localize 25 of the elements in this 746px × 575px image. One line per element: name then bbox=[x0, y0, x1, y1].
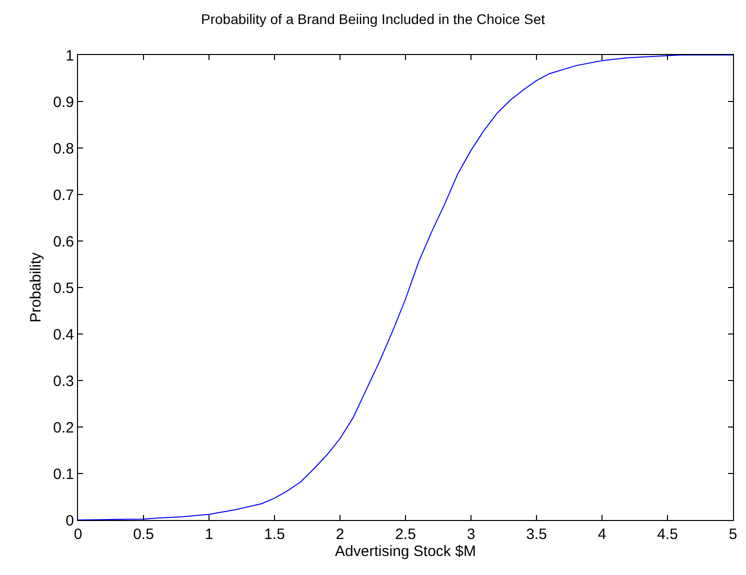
y-axis-title: Probability bbox=[27, 252, 44, 323]
x-tick-label: 0.5 bbox=[133, 526, 154, 543]
y-tick-label: 0.7 bbox=[53, 186, 74, 204]
y-tick-label: 0.5 bbox=[53, 280, 74, 297]
y-tick-label: 0.4 bbox=[53, 326, 74, 344]
y-tick-label: 0.1 bbox=[53, 466, 74, 483]
x-tick-label: 3 bbox=[466, 526, 476, 543]
x-tick-label: 1.5 bbox=[264, 526, 285, 543]
x-tick-label: 4 bbox=[598, 526, 606, 543]
x-tick-label: 4.5 bbox=[657, 526, 678, 543]
y-tick-label: 0.3 bbox=[53, 372, 74, 390]
x-tick-label: 2 bbox=[336, 526, 344, 543]
y-tick-label: 0.6 bbox=[53, 233, 74, 250]
x-tick-label: 1 bbox=[204, 526, 214, 543]
y-tick-label: 1 bbox=[66, 47, 74, 64]
x-tick-label: 5 bbox=[728, 526, 738, 543]
line-series bbox=[78, 55, 733, 520]
y-tick-label: 0.8 bbox=[53, 140, 74, 158]
x-axis-title: Advertising Stock $M bbox=[335, 543, 476, 560]
x-tick-label: 2.5 bbox=[395, 526, 416, 543]
y-tick-label: 0.9 bbox=[53, 94, 74, 111]
y-tick-label: 0.2 bbox=[53, 419, 74, 436]
y-tick-label: 0 bbox=[66, 512, 74, 530]
x-tick-label: 3.5 bbox=[526, 526, 547, 543]
chart-title: Probability of a Brand Beiing Included in the Choice Set bbox=[201, 11, 546, 28]
